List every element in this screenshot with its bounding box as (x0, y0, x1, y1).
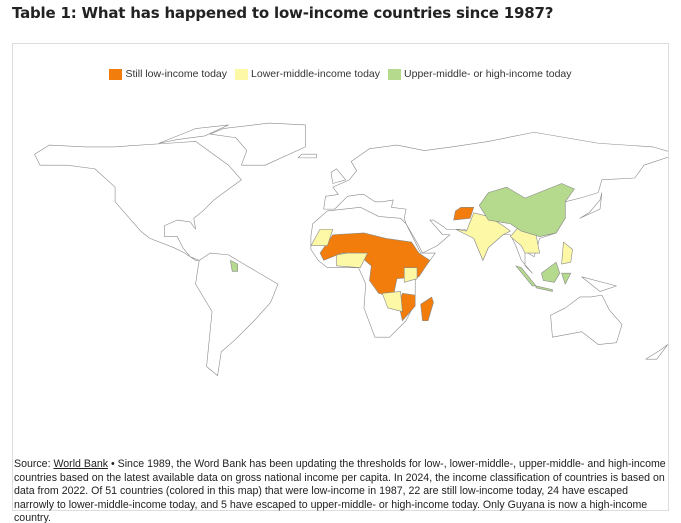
lower-middle-region (562, 242, 573, 264)
land (580, 193, 602, 219)
legend: Still low-income today Lower-middle-incom… (13, 68, 668, 80)
legend-item: Still low-income today (109, 68, 227, 80)
lower-middle-region (404, 268, 417, 283)
legend-item: Lower-middle-income today (235, 68, 380, 80)
upper-middle-region (536, 286, 552, 291)
land (646, 345, 668, 360)
land (551, 295, 622, 344)
upper-middle-region (479, 184, 574, 237)
source-note: Source: World Bank • Since 1989, the Wor… (14, 458, 666, 523)
legend-item: Upper-middle- or high-income today (388, 68, 572, 80)
source-prefix: Source: (14, 458, 51, 470)
land (582, 277, 617, 292)
legend-label: Upper-middle- or high-income today (404, 68, 572, 80)
low-income-region (421, 297, 434, 321)
upper-middle-region (562, 273, 571, 284)
land (331, 169, 346, 184)
legend-label: Still low-income today (125, 68, 228, 80)
lower-middle-region (382, 291, 402, 311)
land (298, 154, 316, 158)
lower-middle-region (455, 213, 510, 261)
legend-swatch (235, 68, 249, 80)
source-link[interactable]: World Bank (53, 458, 109, 470)
legend-label: Lower-middle-income today (251, 68, 381, 80)
land (210, 123, 305, 165)
land (196, 253, 278, 376)
land (35, 141, 242, 260)
land (159, 125, 229, 143)
source-text: • Since 1989, the Word Bank has been upd… (14, 458, 666, 523)
lower-middle-region (311, 229, 333, 245)
legend-swatch (388, 68, 402, 80)
legend-swatch (109, 68, 123, 80)
upper-middle-region (230, 260, 237, 271)
lower-middle-region (337, 253, 368, 268)
world-map (13, 110, 668, 380)
title: Table 1: What has happened to low-income… (12, 4, 554, 22)
low-income-region (454, 207, 474, 220)
map-frame: Still low-income today Lower-middle-incom… (12, 43, 669, 523)
map-layer (35, 123, 668, 376)
upper-middle-region (516, 266, 536, 286)
upper-middle-region (541, 262, 559, 282)
